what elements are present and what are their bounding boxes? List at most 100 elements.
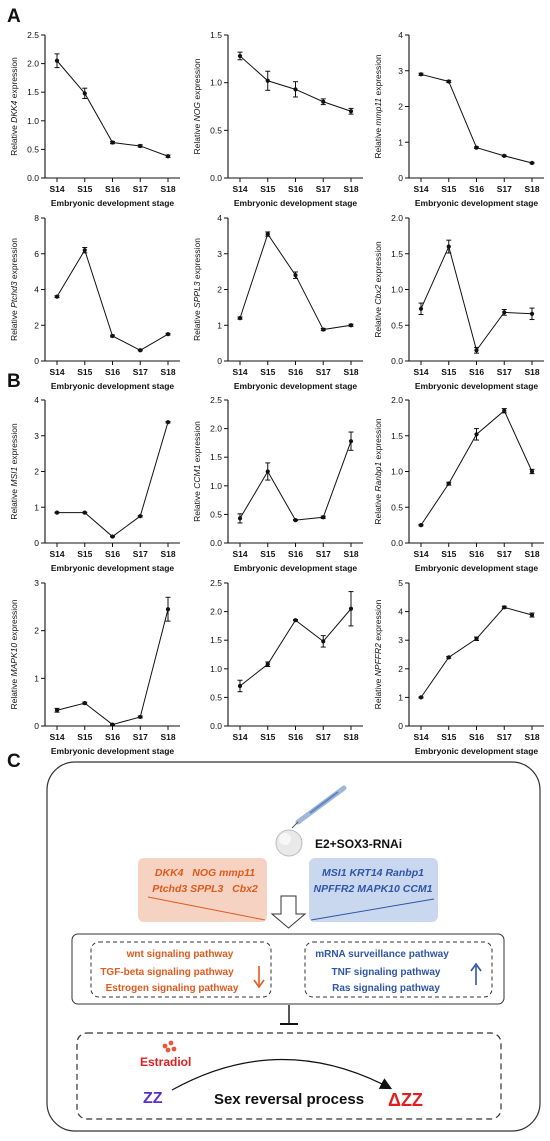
data-point xyxy=(165,332,171,337)
y-tick-label: 0.5 xyxy=(210,692,222,702)
y-tick-label: 3 xyxy=(34,431,39,441)
y-tick-label: 0.0 xyxy=(391,356,403,366)
data-point xyxy=(446,655,451,660)
x-tick-label: S16 xyxy=(469,184,484,194)
data-point xyxy=(348,439,354,444)
data-point xyxy=(54,510,60,515)
y-axis-label: Relative CCM1 expression xyxy=(192,421,202,522)
data-point xyxy=(502,153,507,158)
x-tick-label: S15 xyxy=(260,367,275,377)
data-point xyxy=(138,348,143,353)
y-tick-label: 0 xyxy=(217,356,222,366)
y-tick-label: 1.5 xyxy=(391,431,403,441)
x-tick-label: S17 xyxy=(316,367,331,377)
y-tick-label: 3 xyxy=(217,249,222,259)
data-point xyxy=(54,58,60,63)
data-point xyxy=(293,618,298,623)
x-tick-label: S16 xyxy=(288,549,303,559)
dzz-label: ΔZZ xyxy=(388,1090,423,1110)
data-point xyxy=(418,72,424,77)
data-point xyxy=(502,310,507,315)
data-point xyxy=(110,333,115,339)
y-tick-label: 3 xyxy=(398,66,403,76)
y-axis-label: Relative NOG expression xyxy=(192,58,202,154)
x-tick-label: S17 xyxy=(133,732,148,742)
estradiol-dots-icon xyxy=(162,1040,177,1053)
data-point xyxy=(474,636,479,641)
x-tick-label: S15 xyxy=(77,549,92,559)
y-tick-label: 1.0 xyxy=(210,664,222,674)
y-axis-label: Relative MAPK10 expression xyxy=(9,599,19,709)
data-point xyxy=(265,662,270,667)
y-tick-label: 1 xyxy=(398,692,403,702)
x-tick-label: S14 xyxy=(413,732,428,742)
chart-sppl3: 0 1 2 3 4 S14 S15 S16 S17 S18 Relative SPPL3 expre… xyxy=(192,213,363,391)
x-tick-label: S18 xyxy=(160,549,175,559)
y-tick-label: 0.0 xyxy=(391,538,403,548)
x-tick-label: S16 xyxy=(288,184,303,194)
data-point xyxy=(529,160,535,166)
y-tick-label: 0 xyxy=(34,721,39,731)
x-tick-label: S15 xyxy=(441,184,456,194)
y-tick-label: 1.5 xyxy=(27,87,39,97)
data-point xyxy=(165,607,171,612)
down-genes-line-1: DKK4 NOG mmp11 xyxy=(155,867,255,879)
chart-msi1: 0 1 2 3 4 S14 S15 S16 S17 S18 Relative MSI1 expres… xyxy=(9,395,180,573)
data-point xyxy=(165,420,171,425)
y-tick-label: 2.0 xyxy=(27,59,39,69)
x-tick-label: S15 xyxy=(77,184,92,194)
y-axis-label: Relative Cbx2 expression xyxy=(373,241,383,338)
y-tick-label: 1.0 xyxy=(27,116,39,126)
y-tick-label: 1 xyxy=(34,673,39,683)
x-tick-label: S15 xyxy=(77,732,92,742)
process-box xyxy=(76,1032,502,1120)
down-trend-arrow-icon xyxy=(253,966,265,989)
x-tick-label: S16 xyxy=(288,732,303,742)
data-point xyxy=(418,306,424,311)
data-point xyxy=(348,109,354,114)
y-tick-label: 0 xyxy=(398,173,403,183)
y-tick-label: 2.0 xyxy=(210,424,222,434)
data-point xyxy=(502,605,507,610)
chart-nog: 0.0 0.5 1.0 1.5 S14 S15 S16 S17 S18 Relative NOG … xyxy=(192,30,363,208)
x-tick-label: S16 xyxy=(105,367,120,377)
x-axis-label: Embryonic development stage xyxy=(51,563,175,573)
x-axis-label: Embryonic development stage xyxy=(51,198,175,208)
data-point xyxy=(237,683,243,689)
zz-label: ZZ xyxy=(143,1090,163,1107)
y-tick-label: 0.0 xyxy=(210,173,222,183)
y-tick-label: 2.5 xyxy=(210,395,222,405)
data-point xyxy=(446,481,451,486)
y-tick-label: 1.0 xyxy=(391,285,403,295)
data-point xyxy=(82,701,87,706)
y-axis-label: Relative mmp11 expression xyxy=(373,54,383,159)
x-tick-label: S15 xyxy=(441,367,456,377)
data-point xyxy=(110,140,115,145)
x-axis-label: Embryonic development stage xyxy=(415,198,539,208)
x-tick-label: S17 xyxy=(316,184,331,194)
x-tick-label: S17 xyxy=(497,732,512,742)
up-genes-box xyxy=(309,858,438,922)
y-tick-label: 0.5 xyxy=(210,509,222,519)
down-arrow-icon xyxy=(270,895,307,929)
x-tick-label: S15 xyxy=(441,732,456,742)
x-tick-label: S16 xyxy=(105,732,120,742)
data-point xyxy=(138,514,143,519)
x-tick-label: S15 xyxy=(260,184,275,194)
x-tick-label: S14 xyxy=(232,367,247,377)
y-axis-label: Relative SPPL3 expression xyxy=(192,238,202,341)
down-pathway-2: TGF-beta signaling pathway xyxy=(100,967,234,978)
x-tick-label: S15 xyxy=(260,549,275,559)
y-tick-label: 4 xyxy=(34,395,39,405)
y-axis-label: Relative DKK4 expression xyxy=(9,57,19,156)
chart-mapk10: 0 1 2 3 S14 S15 S16 S17 S18 Relative MAPK10 expre… xyxy=(9,578,180,756)
data-point xyxy=(446,79,451,84)
x-tick-label: S18 xyxy=(160,732,175,742)
panel-label-a: A xyxy=(7,6,21,27)
data-point xyxy=(446,244,451,249)
data-point xyxy=(82,91,87,96)
y-tick-label: 0.5 xyxy=(391,502,403,512)
x-axis-label: Embryonic development stage xyxy=(234,198,358,208)
x-tick-label: S14 xyxy=(232,732,247,742)
